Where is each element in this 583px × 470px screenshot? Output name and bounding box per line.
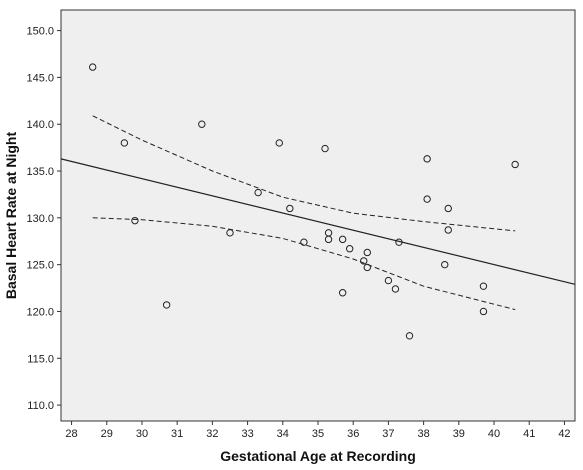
data-point bbox=[198, 120, 206, 128]
data-point bbox=[391, 285, 400, 293]
data-point bbox=[441, 260, 449, 269]
data-point bbox=[479, 282, 488, 290]
data-point bbox=[444, 226, 452, 234]
y-tick-label: 130.0 bbox=[26, 213, 54, 225]
plot-area bbox=[60, 9, 576, 422]
y-axis-title: Basal Heart Rate at Night bbox=[3, 132, 19, 300]
y-tick-label: 135.0 bbox=[26, 166, 54, 178]
x-tick-label: 31 bbox=[171, 428, 183, 440]
x-tick-label: 32 bbox=[206, 428, 218, 440]
x-tick-label: 41 bbox=[523, 428, 535, 440]
data-point bbox=[321, 144, 329, 153]
data-point bbox=[444, 204, 452, 213]
data-point bbox=[300, 238, 308, 246]
y-tick-label: 145.0 bbox=[26, 72, 54, 84]
data-point bbox=[324, 235, 333, 244]
x-tick-label: 38 bbox=[417, 428, 429, 440]
x-tick-label: 30 bbox=[136, 428, 148, 440]
regression-lines bbox=[60, 115, 576, 311]
data-point bbox=[226, 229, 234, 237]
data-point bbox=[131, 216, 139, 225]
fit-line bbox=[60, 158, 576, 285]
x-tick-label: 28 bbox=[65, 428, 77, 440]
x-tick-label: 39 bbox=[453, 428, 465, 440]
y-tick-label: 115.0 bbox=[27, 353, 54, 365]
data-point bbox=[286, 204, 294, 213]
ci-lower-line bbox=[92, 217, 516, 311]
x-tick-label: 34 bbox=[277, 428, 289, 440]
x-tick-label: 42 bbox=[558, 428, 570, 440]
data-point bbox=[423, 155, 431, 163]
data-point bbox=[395, 238, 403, 246]
data-point bbox=[338, 289, 347, 297]
data-point bbox=[363, 263, 371, 272]
data-point bbox=[88, 63, 97, 71]
data-point bbox=[423, 195, 431, 203]
data-point bbox=[120, 139, 129, 147]
data-point bbox=[360, 257, 368, 265]
x-tick-label: 29 bbox=[101, 428, 113, 440]
data-point bbox=[338, 235, 347, 244]
y-tick-label: 150.0 bbox=[26, 26, 54, 38]
x-tick-label: 35 bbox=[312, 428, 324, 440]
data-point bbox=[275, 139, 283, 147]
y-tick-label: 140.0 bbox=[26, 119, 54, 131]
data-point bbox=[345, 245, 354, 253]
data-point bbox=[254, 188, 262, 197]
data-points bbox=[88, 63, 519, 340]
y-tick-label: 125.0 bbox=[26, 260, 54, 272]
data-point bbox=[363, 248, 371, 257]
x-tick-label: 40 bbox=[488, 428, 500, 440]
x-axis-title: Gestational Age at Recording bbox=[220, 448, 416, 464]
x-axis: 28 29 30 31 32 33 34 35 36 37 38 39 40 41 42 bbox=[65, 421, 571, 440]
x-tick-label: 33 bbox=[241, 428, 253, 440]
data-point bbox=[479, 307, 488, 316]
x-tick-label: 37 bbox=[382, 428, 394, 440]
data-point bbox=[405, 332, 414, 340]
data-point bbox=[384, 276, 393, 285]
y-tick-label: 120.0 bbox=[26, 306, 54, 318]
data-point bbox=[511, 160, 519, 169]
x-tick-label: 36 bbox=[347, 428, 359, 440]
y-axis: 110.0 115.0 120.0 125.0 130.0 135.0 140.0 145.0… bbox=[26, 26, 61, 412]
data-point bbox=[162, 301, 171, 309]
y-tick-label: 110.0 bbox=[27, 400, 54, 412]
